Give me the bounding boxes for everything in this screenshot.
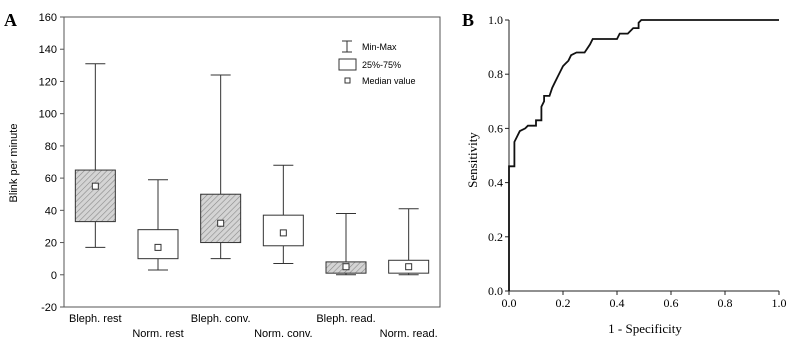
x-axis-label-b: 1 - Specificity xyxy=(608,321,682,336)
panel-label-a: A xyxy=(4,10,17,30)
legend-median-symbol xyxy=(344,77,351,84)
y-axis-label-a: Blink per minute xyxy=(8,124,20,203)
x-tick-label-a: Norm. conv. xyxy=(254,328,312,340)
y-tick-label-a: 0 xyxy=(51,270,57,282)
y-tick-label-a: -20 xyxy=(41,302,57,314)
y-axis-label-b: Sensitivity xyxy=(465,132,480,188)
y-tick-label-a: 80 xyxy=(45,141,57,153)
legend-item-median: Median value xyxy=(344,76,416,86)
x-tick-label-b: 0.2 xyxy=(556,296,571,310)
median-marker xyxy=(217,219,225,227)
panel-a: A Blink per minute -20 0 20 40 60 80 100 120 140… xyxy=(4,10,441,340)
median-marker xyxy=(405,263,413,271)
y-tick-label-a: 160 xyxy=(39,12,57,24)
panel-b: B Sensitivity 1 - Specificity 0.0 0.2 0.4 0… xyxy=(462,10,787,336)
legend: Min-Max 25%-75% Median value xyxy=(338,40,416,86)
y-tick-label-b: 0.2 xyxy=(488,230,503,244)
x-tick-label-a: Bleph. rest xyxy=(69,313,122,325)
y-tick-label-a: 140 xyxy=(39,44,57,56)
median-marker xyxy=(342,263,350,271)
axes-ticks-b: 0.0 0.2 0.4 0.6 0.8 1.0 0.0 0.2 0.4 0.6 0.8 1.0 xyxy=(488,13,787,310)
boxes xyxy=(74,63,430,276)
iqr-box xyxy=(74,169,116,223)
y-tick-label-a: 60 xyxy=(45,173,57,185)
box-5 xyxy=(388,208,430,276)
x-tick-label-b: 0.4 xyxy=(610,296,625,310)
box-0 xyxy=(74,63,116,248)
legend-label-min-max: Min-Max xyxy=(362,42,397,52)
x-tick-label-a: Norm. read. xyxy=(380,328,438,340)
panel-label-b: B xyxy=(462,10,474,30)
legend-item-min-max: Min-Max xyxy=(342,40,397,53)
y-axis-a: -20 0 20 40 60 80 100 120 140 160 xyxy=(39,12,64,314)
x-tick-label-a: Bleph. read. xyxy=(316,313,375,325)
legend-box-symbol xyxy=(338,58,357,71)
box-3 xyxy=(262,164,304,264)
y-tick-label-b: 1.0 xyxy=(488,13,503,27)
x-axis-labels-a: Bleph. rest Norm. rest Bleph. conv.Norm. c… xyxy=(69,313,438,340)
x-tick-label-b: 0.0 xyxy=(502,296,517,310)
box-2 xyxy=(200,74,242,260)
legend-item-iqr: 25%-75% xyxy=(338,58,401,71)
y-tick-label-a: 20 xyxy=(45,238,57,250)
x-tick-label-a: Norm. rest xyxy=(132,328,183,340)
x-tick-label-b: 1.0 xyxy=(772,296,787,310)
y-tick-label-a: 40 xyxy=(45,205,57,217)
y-tick-label-b: 0.0 xyxy=(488,284,503,298)
y-tick-label-b: 0.4 xyxy=(488,176,503,190)
legend-label-median: Median value xyxy=(362,76,416,86)
median-marker xyxy=(154,243,162,251)
box-1 xyxy=(137,179,179,271)
x-tick-label-b: 0.8 xyxy=(718,296,733,310)
legend-label-iqr: 25%-75% xyxy=(362,60,401,70)
median-marker xyxy=(279,229,287,237)
plot-frame-a xyxy=(63,16,441,308)
y-tick-label-b: 0.6 xyxy=(488,121,503,135)
y-tick-label-a: 100 xyxy=(39,109,57,121)
roc-curve xyxy=(508,19,779,291)
box-4 xyxy=(325,213,367,276)
y-tick-label-a: 120 xyxy=(39,76,57,88)
y-tick-label-b: 0.8 xyxy=(488,67,503,81)
x-tick-label-b: 0.6 xyxy=(664,296,679,310)
median-marker xyxy=(91,182,99,190)
iqr-box xyxy=(200,193,242,244)
x-tick-label-a: Bleph. conv. xyxy=(191,313,251,325)
